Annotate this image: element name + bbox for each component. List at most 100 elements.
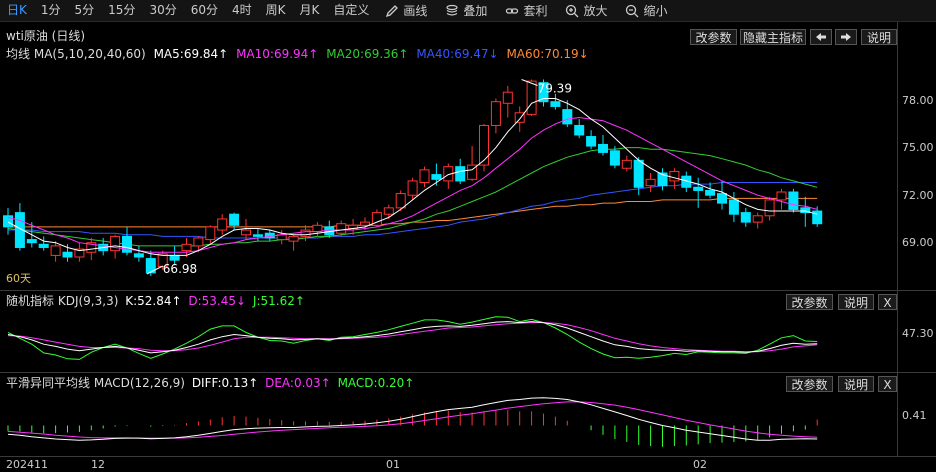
candle-up	[764, 199, 775, 217]
candle-down	[717, 193, 727, 204]
ma-name: MA(5,10,20,40,60)	[33, 47, 146, 61]
macd-help-button[interactable]: 说明	[838, 376, 874, 392]
candle-down	[133, 253, 144, 258]
period-tab-custom[interactable]: 自定义	[333, 3, 370, 17]
period-tab-30min[interactable]: 30分	[149, 3, 177, 17]
period-toolbar: 日K 1分 5分 15分 30分 60分 4时 周K 月K 自定义 画线 叠加 …	[0, 0, 936, 22]
main-panel-header: wti原油 (日线) 改参数 隐藏主指标 说明	[0, 27, 936, 45]
candle-up	[526, 80, 537, 115]
candle-up	[360, 221, 370, 226]
candle-down	[788, 191, 799, 210]
main-params-button[interactable]: 改参数	[690, 29, 737, 45]
arbitrage-tool[interactable]: 套利	[496, 0, 556, 21]
high-marker-line	[521, 79, 538, 86]
candle-up	[86, 242, 97, 253]
arrow-right-icon	[841, 33, 851, 41]
ma5-line	[7, 98, 818, 256]
candle-down	[14, 212, 25, 248]
divider	[0, 456, 936, 457]
x-tick: 202411	[6, 458, 48, 471]
y-tick: 69.00	[902, 236, 934, 250]
macd-hist-value: MACD:0.20↑	[337, 376, 415, 390]
candle-down	[657, 172, 668, 187]
ma40-value: MA40:69.47↓	[416, 47, 499, 61]
kdj-label: 随机指标	[6, 294, 55, 308]
period-tab-5min[interactable]: 5分	[74, 3, 95, 17]
zoom-in-tool[interactable]: 放大	[556, 0, 616, 21]
candle-down	[562, 109, 573, 125]
candle-down	[574, 124, 585, 136]
candle-down	[62, 251, 73, 258]
draw-line-tool[interactable]: 画线	[376, 0, 436, 21]
candle-up	[395, 193, 406, 209]
period-tab-60min[interactable]: 60分	[190, 3, 218, 17]
hide-main-indicator-button[interactable]: 隐藏主指标	[740, 29, 806, 45]
x-tick: 01	[386, 458, 400, 471]
candle-up	[479, 124, 489, 166]
macd-close-button[interactable]: X	[878, 376, 897, 392]
arbitrage-label: 套利	[523, 4, 548, 18]
overlay-tool[interactable]: 叠加	[436, 0, 496, 21]
low-price-label: 66.98	[163, 262, 197, 276]
candle-up	[110, 235, 121, 252]
candle-up	[645, 178, 656, 187]
kdj-k-value: K:52.84↑	[125, 294, 182, 308]
y-tick: 78.00	[902, 93, 934, 107]
candle-up	[383, 207, 394, 215]
zoom-out-tool[interactable]: 缩小	[616, 0, 676, 21]
candle-up	[336, 223, 347, 234]
period-tab-4h[interactable]: 4时	[232, 3, 252, 17]
candle-down	[728, 199, 739, 215]
ma60-value: MA60:70.19↓	[506, 47, 589, 61]
period-tab-1min[interactable]: 1分	[40, 3, 61, 17]
candle-up	[669, 170, 680, 182]
period-tab-daily[interactable]: 日K	[7, 3, 27, 17]
divider	[0, 372, 936, 373]
main-help-button[interactable]: 说明	[861, 29, 897, 45]
candle-down	[26, 239, 37, 244]
period-note: 60天	[6, 272, 31, 285]
kdj-panel-header: 随机指标 KDJ(9,3,3) K:52.84↑ D:53.45↓ J:51.6…	[0, 292, 936, 310]
macd-chart[interactable]	[0, 392, 898, 456]
y-axis-divider	[897, 22, 898, 457]
candle-up	[181, 243, 192, 252]
candle-down	[693, 186, 704, 191]
macd-label: 平滑异同平均线	[6, 376, 91, 390]
macd-diff-value: DIFF:0.13↑	[191, 376, 259, 390]
period-tab-weekly[interactable]: 周K	[265, 3, 286, 17]
scroll-right-button[interactable]	[835, 29, 857, 45]
macd-name: MACD(12,26,9)	[93, 376, 185, 390]
candle-down	[455, 166, 466, 182]
macd-diff-line	[7, 397, 818, 441]
scroll-left-button[interactable]	[810, 29, 832, 45]
candle-up	[371, 212, 382, 226]
x-tick: 12	[91, 458, 105, 471]
macd-params-button[interactable]: 改参数	[786, 376, 833, 392]
macd-dea-value: DEA:0.03↑	[265, 376, 331, 390]
period-tab-monthly[interactable]: 月K	[299, 3, 320, 17]
ma-label: 均线	[6, 47, 31, 61]
kdj-help-button[interactable]: 说明	[838, 294, 874, 310]
kdj-chart[interactable]	[0, 310, 898, 372]
kdj-close-button[interactable]: X	[878, 294, 897, 310]
candle-up	[467, 164, 478, 180]
period-tab-15min[interactable]: 15分	[108, 3, 136, 17]
candle-down	[169, 254, 180, 261]
candle-down	[550, 101, 561, 107]
x-tick: 02	[693, 458, 707, 471]
ma-legend: 均线 MA(5,10,20,40,60) MA5:69.84↑ MA10:69.…	[0, 45, 936, 63]
candle-up	[419, 169, 430, 184]
candle-down	[633, 159, 644, 188]
kdj-params-button[interactable]: 改参数	[786, 294, 833, 310]
macd-panel-header: 平滑异同平均线 MACD(12,26,9) DIFF:0.13↑ DEA:0.0…	[0, 374, 936, 392]
macd-y-tick: 0.41	[902, 409, 927, 422]
candle-up	[205, 226, 216, 241]
candle-up	[502, 91, 513, 104]
zoom-out-icon	[626, 4, 639, 17]
candle-down	[598, 143, 608, 153]
candlestick-chart[interactable]: 79.39 66.98	[0, 63, 898, 288]
arrow-left-icon	[816, 33, 826, 41]
candle-down	[38, 243, 49, 248]
divider	[0, 290, 936, 291]
candle-down	[122, 235, 132, 253]
